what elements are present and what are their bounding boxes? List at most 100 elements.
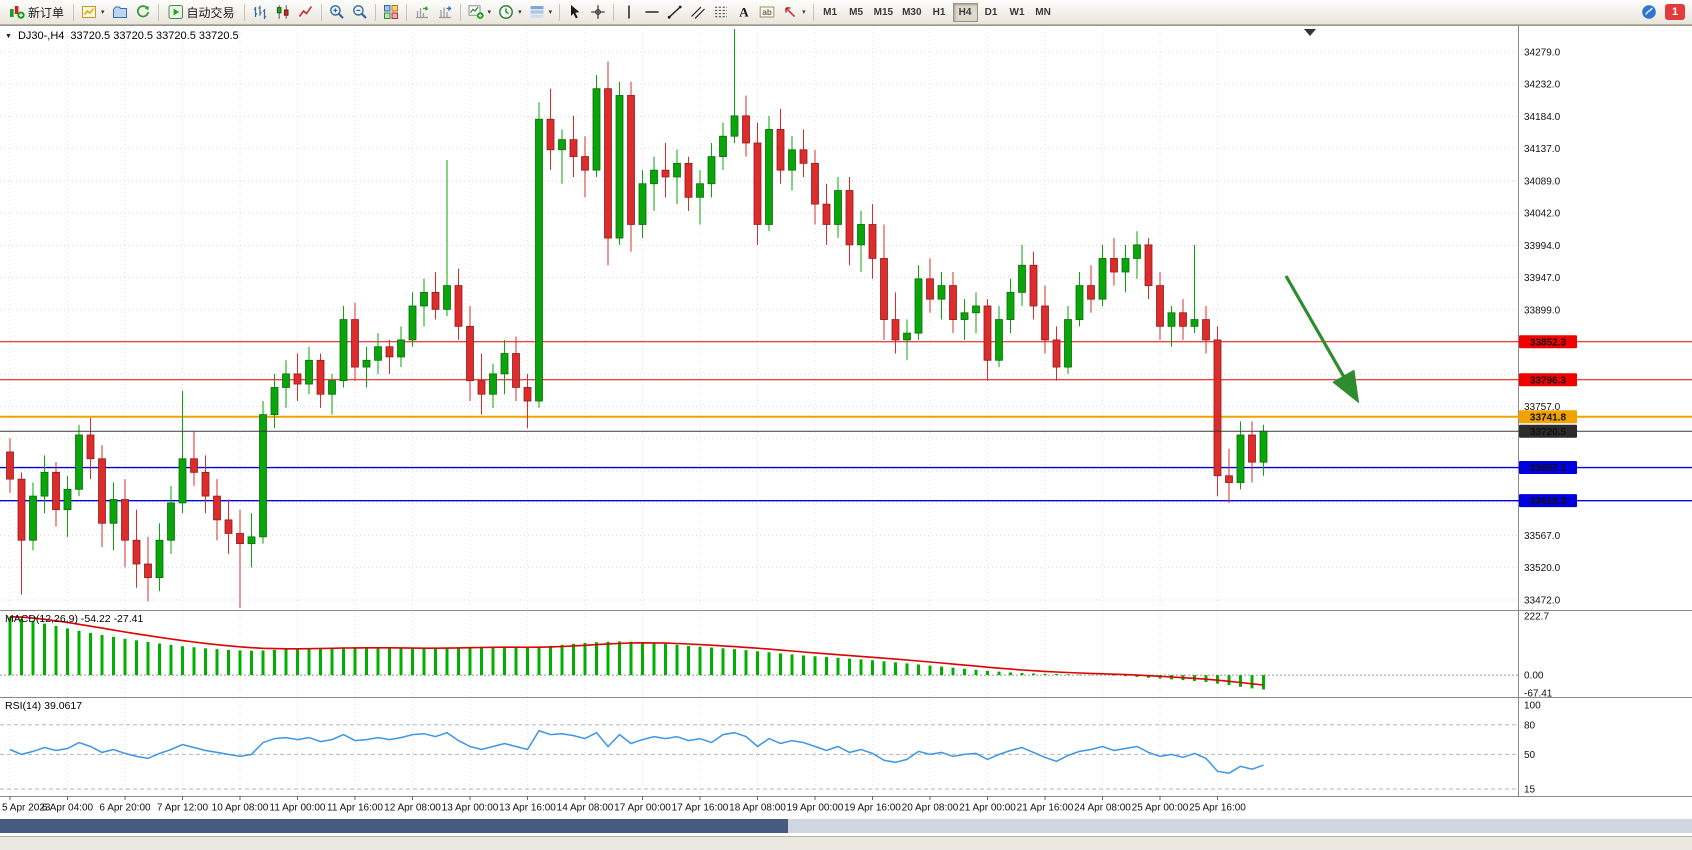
svg-text:17 Apr 16:00: 17 Apr 16:00 (672, 803, 729, 814)
svg-text:24 Apr 08:00: 24 Apr 08:00 (1074, 803, 1131, 814)
crosshair-button[interactable] (587, 2, 609, 23)
svg-text:33741.8: 33741.8 (1530, 412, 1567, 423)
svg-text:18 Apr 08:00: 18 Apr 08:00 (729, 803, 786, 814)
svg-text:33899.0: 33899.0 (1524, 306, 1561, 317)
svg-text:34042.0: 34042.0 (1524, 208, 1561, 219)
toolbar-separator (374, 3, 376, 21)
zoom-in-button[interactable] (326, 2, 348, 23)
timeframe-m1-button[interactable]: M1 (818, 3, 843, 22)
timeframe-d1-button[interactable]: D1 (979, 3, 1004, 22)
navigator-button[interactable] (132, 2, 154, 23)
panel-separators[interactable] (0, 26, 1692, 797)
timeframe-h1-button[interactable]: H1 (927, 3, 952, 22)
symbol-period-label: DJ30-,H4 (17, 30, 65, 42)
toolbar-separator (405, 3, 407, 21)
toolbar-separator (613, 3, 615, 21)
autotrading-icon (168, 4, 184, 20)
svg-text:-67.41: -67.41 (1524, 689, 1553, 700)
svg-text:33757.0: 33757.0 (1524, 402, 1561, 413)
fibonacci-button[interactable] (710, 2, 732, 23)
svg-text:21 Apr 00:00: 21 Apr 00:00 (959, 803, 1016, 814)
svg-text:33947.0: 33947.0 (1524, 273, 1561, 284)
svg-text:33618.3: 33618.3 (1530, 496, 1567, 507)
equidistant-channel-button[interactable] (687, 2, 709, 23)
svg-text:33796.3: 33796.3 (1530, 375, 1567, 386)
svg-text:A: A (739, 5, 749, 20)
svg-text:34089.0: 34089.0 (1524, 177, 1561, 188)
chart-shift-marker[interactable] (1304, 29, 1316, 36)
timeframe-w1-button[interactable]: W1 (1005, 3, 1030, 22)
svg-text:34232.0: 34232.0 (1524, 79, 1561, 90)
macd-name: MACD(12,26,9) (5, 613, 78, 625)
svg-text:33720.5: 33720.5 (1530, 427, 1567, 438)
horizontal-line-button[interactable] (641, 2, 663, 23)
community-icon[interactable] (1638, 1, 1660, 24)
profiles-button[interactable] (109, 2, 131, 23)
timeframe-m5-button[interactable]: M5 (844, 3, 869, 22)
chart-shift-button[interactable] (434, 2, 456, 23)
svg-text:19 Apr 00:00: 19 Apr 00:00 (787, 803, 844, 814)
line-chart-button[interactable] (295, 2, 317, 23)
timeframe-mn-button[interactable]: MN (1031, 3, 1056, 22)
svg-text:19 Apr 16:00: 19 Apr 16:00 (844, 803, 901, 814)
svg-text:25 Apr 00:00: 25 Apr 00:00 (1132, 803, 1189, 814)
svg-text:7 Apr 12:00: 7 Apr 12:00 (157, 803, 209, 814)
price-scale[interactable]: 34279.0 34232.0 34184.0 34137.0 34089.0 34042… (1524, 48, 1561, 607)
rsi-indicator-label: RSI(14) 39.0617 (5, 700, 82, 712)
notification-badge[interactable]: 1 (1665, 4, 1685, 20)
chevron-down-icon: ▾ (548, 9, 553, 16)
autotrading-button[interactable]: 自动交易 (163, 2, 240, 23)
indicators-button[interactable]: ▾ (465, 2, 495, 23)
svg-text:10 Apr 08:00: 10 Apr 08:00 (212, 803, 269, 814)
rsi-panel: 100 80 50 15 (0, 701, 1541, 796)
svg-text:11 Apr 00:00: 11 Apr 00:00 (270, 803, 326, 814)
chart-window: 34279.0 34232.0 34184.0 34137.0 34089.0 34042… (0, 25, 1692, 836)
timeframe-h4-button[interactable]: H4 (952, 2, 978, 22)
rsi-value: 39.0617 (44, 700, 83, 712)
svg-text:34184.0: 34184.0 (1524, 112, 1561, 123)
chart-canvas[interactable]: 34279.0 34232.0 34184.0 34137.0 34089.0 34042… (0, 26, 1692, 836)
svg-text:6 Apr 04:00: 6 Apr 04:00 (42, 803, 94, 814)
svg-text:33852.3: 33852.3 (1530, 337, 1567, 348)
templates-button[interactable]: ▾ (526, 2, 556, 23)
toolbar-separator (320, 3, 322, 21)
timeframe-m15-button[interactable]: M15 (870, 3, 897, 22)
svg-text:11 Apr 16:00: 11 Apr 16:00 (327, 803, 383, 814)
macd-panel: 222.7 0.00 -67.41 (0, 612, 1553, 700)
text-button[interactable]: A (733, 2, 755, 23)
svg-text:25 Apr 16:00: 25 Apr 16:00 (1189, 803, 1246, 814)
bar-chart-button[interactable] (249, 2, 271, 23)
svg-text:33667.1: 33667.1 (1530, 463, 1567, 474)
window-bottom-edge (0, 836, 1692, 850)
toolbar-separator (559, 3, 561, 21)
level-lines[interactable] (0, 341, 1692, 502)
candles-layer (6, 29, 1268, 608)
new-order-button[interactable]: 新订单 (4, 2, 69, 23)
timeframe-m30-button[interactable]: M30 (898, 3, 925, 22)
svg-text:100: 100 (1524, 701, 1541, 712)
h-scrollbar-thumb[interactable] (0, 819, 788, 833)
toolbar-separator (243, 3, 245, 21)
toolbar-separator (812, 3, 814, 21)
cursor-button[interactable] (564, 2, 586, 23)
svg-text:13 Apr 16:00: 13 Apr 16:00 (499, 803, 556, 814)
trend-arrow-annotation[interactable] (1284, 275, 1360, 404)
arrows-button[interactable]: ▾ (779, 2, 809, 23)
new-chart-button[interactable]: ▾ (78, 2, 108, 23)
svg-text:13 Apr 00:00: 13 Apr 00:00 (442, 803, 499, 814)
tile-windows-button[interactable] (380, 2, 402, 23)
vertical-line-button[interactable] (618, 2, 640, 23)
svg-text:34279.0: 34279.0 (1524, 48, 1561, 59)
auto-scroll-button[interactable] (411, 2, 433, 23)
chevron-down-icon: ▾ (487, 9, 492, 16)
svg-text:6 Apr 20:00: 6 Apr 20:00 (99, 803, 151, 814)
text-label-button[interactable]: ab (756, 2, 778, 23)
trendline-button[interactable] (664, 2, 686, 23)
svg-text:33520.0: 33520.0 (1524, 563, 1561, 574)
svg-text:33567.0: 33567.0 (1524, 531, 1561, 542)
svg-text:33472.0: 33472.0 (1524, 596, 1561, 607)
periods-button[interactable]: ▾ (495, 2, 525, 23)
zoom-out-button[interactable] (349, 2, 371, 23)
candlestick-chart-button[interactable] (272, 2, 294, 23)
